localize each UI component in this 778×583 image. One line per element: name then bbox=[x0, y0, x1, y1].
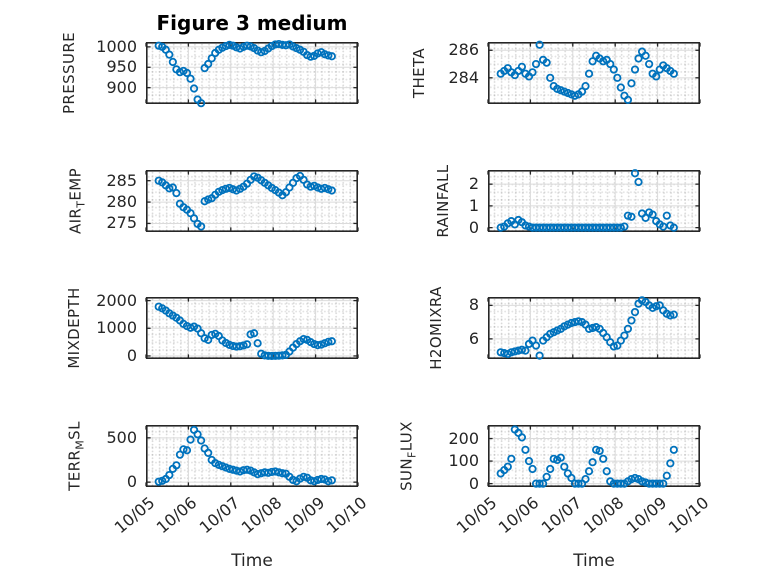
xtick-label: 10/10 bbox=[664, 493, 713, 538]
ytick-label: 0 bbox=[126, 345, 137, 365]
ytick-label: 285 bbox=[106, 170, 137, 190]
subplot-h2omixra: H2OMIXRA 6 8 bbox=[427, 286, 701, 370]
scatter-mixdepth bbox=[145, 297, 359, 361]
y-axis-label-rainfall: RAINFALL bbox=[434, 164, 452, 237]
x-axis-label-right: Time bbox=[573, 551, 615, 571]
ytick-label: 2000 bbox=[96, 290, 137, 310]
ylabel-text: THETA bbox=[410, 47, 428, 99]
ytick-label: 0 bbox=[468, 217, 479, 237]
ytick-label: 8 bbox=[468, 295, 479, 315]
ylabel-text: SL bbox=[65, 421, 84, 440]
scatter-h2omixra bbox=[487, 296, 701, 360]
plot-grid-rainfall bbox=[488, 170, 700, 232]
ytick-label: 286 bbox=[448, 40, 479, 60]
y-axis-label-mixdepth: MIXDEPTH bbox=[65, 287, 83, 368]
ytick-label: 284 bbox=[448, 67, 479, 87]
ytick-label: 500 bbox=[106, 427, 137, 447]
xtick-label: 10/07 bbox=[195, 493, 244, 538]
scatter-sun_flux bbox=[487, 425, 701, 488]
ytick-label: 6 bbox=[468, 328, 479, 348]
xtick-label: 10/09 bbox=[280, 493, 328, 538]
y-axis-label-h2omixra: H2OMIXRA bbox=[427, 286, 445, 370]
subplot-air-temp: AIRTEMP 275 280 285 bbox=[67, 168, 359, 234]
subplot-sun-flux: SUNFLUX 0 100 200 10/05 10/06 10/07 10/08 10/09 1… bbox=[398, 421, 713, 537]
subplot-terr-msl: TERRMSL 0 500 10/05 10/06 10/07 10/08 10/09 10/1… bbox=[66, 421, 371, 537]
subplot-theta: THETA 284 286 bbox=[410, 40, 701, 105]
ytick-label: 2 bbox=[468, 174, 479, 194]
subplot-pressure: PRESSURE 900 950 1000 bbox=[60, 32, 359, 114]
y-axis-label-pressure: PRESSURE bbox=[60, 32, 78, 114]
ylabel-text: AIR bbox=[66, 207, 85, 235]
scatter-air_temp bbox=[145, 170, 359, 233]
scatter-terr_msl bbox=[145, 425, 359, 488]
ytick-label: 100 bbox=[448, 451, 479, 471]
ylabel-text: SUN bbox=[397, 457, 416, 491]
scatter-rainfall bbox=[487, 169, 701, 233]
subplot-mixdepth: MIXDEPTH 0 1000 2000 bbox=[65, 287, 359, 369]
xtick-label: 10/06 bbox=[495, 493, 543, 538]
ylabel-subscript: F bbox=[405, 451, 419, 458]
ytick-label: 275 bbox=[106, 213, 137, 233]
y-axis-label-sun_flux: SUNFLUX bbox=[398, 421, 419, 491]
figure-title: Figure 3 medium bbox=[156, 11, 348, 35]
plot-grid-sun_flux bbox=[488, 425, 700, 487]
xtick-label: 10/06 bbox=[153, 493, 201, 538]
ylabel-subscript: T bbox=[74, 200, 88, 208]
xtick-label: 10/07 bbox=[537, 493, 586, 538]
ytick-label: 280 bbox=[106, 192, 137, 212]
xtick-label: 10/08 bbox=[579, 493, 628, 538]
y-axis-label-air_temp: AIRTEMP bbox=[67, 168, 88, 234]
xtick-label: 10/05 bbox=[110, 493, 159, 538]
ytick-label: 200 bbox=[448, 428, 479, 448]
ylabel-subscript: M bbox=[73, 439, 87, 450]
ylabel-text: PRESSURE bbox=[60, 31, 78, 115]
ylabel-text: LUX bbox=[397, 421, 416, 452]
ytick-label: 1000 bbox=[96, 318, 137, 338]
ytick-label: 0 bbox=[126, 472, 137, 492]
scatter-pressure bbox=[145, 39, 359, 108]
ylabel-text: MIXDEPTH bbox=[65, 287, 83, 369]
scatter-theta bbox=[487, 40, 701, 105]
xtick-label: 10/09 bbox=[622, 493, 670, 538]
ylabel-text: TERR bbox=[65, 449, 84, 491]
ytick-label: 0 bbox=[468, 473, 479, 493]
ylabel-text: H2OMIXRA bbox=[427, 286, 445, 370]
ylabel-text: EMP bbox=[66, 167, 85, 201]
ytick-label: 1 bbox=[468, 195, 479, 215]
ylabel-text: RAINFALL bbox=[434, 164, 452, 238]
xtick-label: 10/10 bbox=[322, 493, 371, 538]
x-axis-label-left: Time bbox=[231, 551, 273, 571]
subplot-rainfall: RAINFALL 0 1 2 bbox=[434, 164, 701, 238]
y-axis-label-theta: THETA bbox=[410, 48, 428, 98]
ytick-label: 1000 bbox=[96, 36, 137, 56]
xtick-label: 10/08 bbox=[237, 493, 286, 538]
ytick-label: 900 bbox=[106, 77, 137, 97]
ytick-label: 950 bbox=[106, 57, 137, 77]
xtick-label: 10/05 bbox=[452, 493, 501, 538]
y-axis-label-terr_msl: TERRMSL bbox=[66, 421, 87, 491]
